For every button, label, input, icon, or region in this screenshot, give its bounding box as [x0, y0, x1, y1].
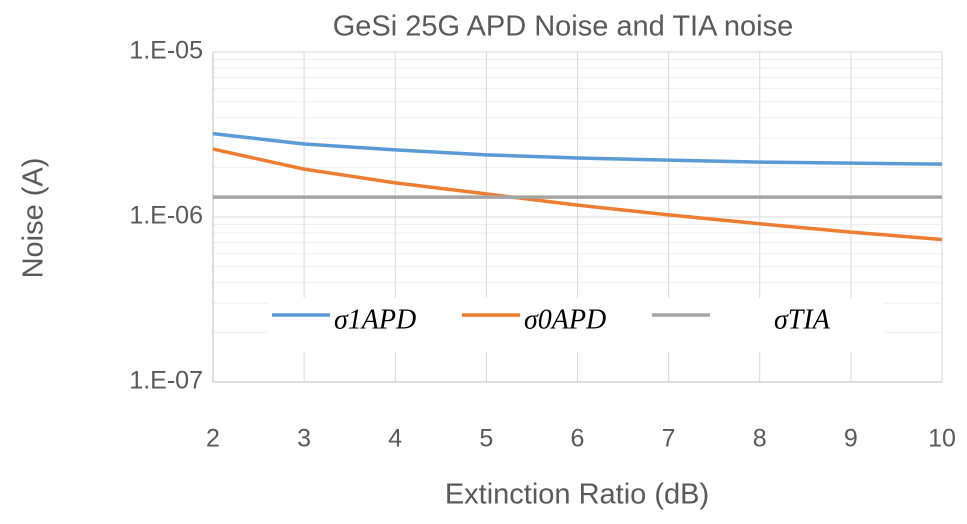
x-tick-label: 9 — [844, 425, 858, 453]
series-line — [212, 147, 943, 242]
x-tick-label: 3 — [297, 425, 311, 453]
x-tick-label: 10 — [928, 425, 956, 453]
legend-box — [268, 298, 884, 352]
series-line — [212, 131, 943, 166]
x-tick-label: 4 — [388, 425, 402, 453]
legend-label: σTIA — [774, 304, 831, 335]
x-tick-label: 2 — [206, 425, 220, 453]
x-axis-title: Extinction Ratio (dB) — [445, 479, 709, 511]
y-tick-label: 1.E-06 — [129, 202, 203, 230]
y-tick-label: 1.E-05 — [129, 37, 203, 65]
x-tick-label: 7 — [662, 425, 676, 453]
legend-label: σ1APD — [334, 304, 416, 335]
x-tick-label: 8 — [753, 425, 767, 453]
y-tick-label: 1.E-07 — [129, 367, 203, 395]
legend-label: σ0APD — [524, 304, 606, 335]
y-axis-title: Noise (A) — [18, 158, 50, 279]
chart-title: GeSi 25G APD Noise and TIA noise — [333, 11, 794, 43]
x-tick-label: 6 — [571, 425, 585, 453]
x-tick-label: 5 — [479, 425, 493, 453]
